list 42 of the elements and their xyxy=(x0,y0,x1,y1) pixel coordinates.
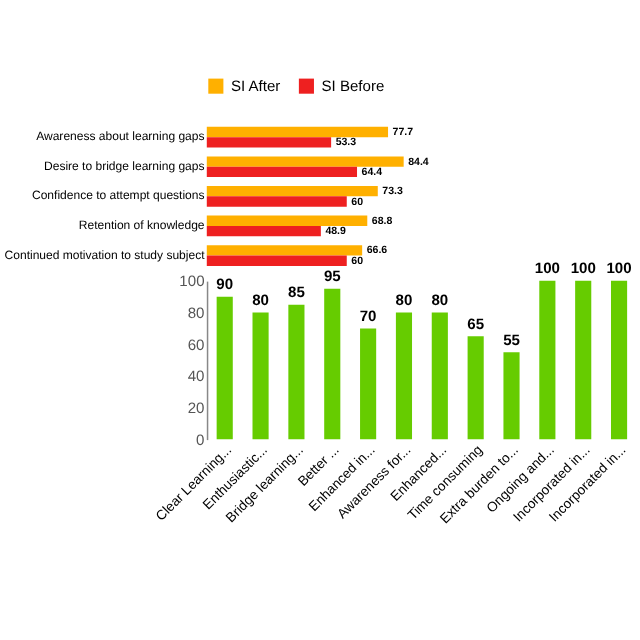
y-tick-label: 80 xyxy=(187,303,205,322)
bar xyxy=(431,312,448,440)
data-label: 100 xyxy=(606,259,632,278)
bar xyxy=(206,245,363,256)
bar xyxy=(206,185,378,197)
bar xyxy=(252,312,269,440)
bar xyxy=(206,137,332,148)
bar xyxy=(539,280,556,440)
bar xyxy=(288,304,305,440)
data-label: 80 xyxy=(395,291,413,310)
y-tick-label: 20 xyxy=(187,398,205,417)
data-label: 95 xyxy=(323,267,341,286)
bar xyxy=(467,336,484,440)
bar xyxy=(206,166,358,178)
bar xyxy=(206,225,321,237)
bar xyxy=(206,126,389,138)
data-label: 80 xyxy=(431,291,449,310)
bar xyxy=(575,280,592,440)
data-label: 85 xyxy=(288,283,305,302)
y-tick-label: 60 xyxy=(187,335,205,354)
data-label: 65 xyxy=(467,314,485,333)
bar xyxy=(395,312,413,440)
data-label: 80 xyxy=(252,291,269,310)
y-tick-label: 100 xyxy=(179,272,205,291)
bar xyxy=(503,352,520,440)
bar xyxy=(206,215,368,226)
data-label: 90 xyxy=(216,275,234,294)
legend-label: SI After xyxy=(230,76,282,95)
data-label: 100 xyxy=(534,259,560,278)
bar xyxy=(610,280,628,440)
bar xyxy=(360,328,377,440)
bar xyxy=(216,296,233,440)
data-label: 55 xyxy=(503,330,520,349)
y-tick-label: 0 xyxy=(196,430,205,449)
bar xyxy=(206,196,347,207)
legend-label: SI Before xyxy=(321,76,385,95)
y-tick-label: 40 xyxy=(187,367,205,386)
bar xyxy=(206,156,404,167)
bar xyxy=(206,255,347,266)
bar xyxy=(324,288,341,440)
data-label: 100 xyxy=(570,259,596,278)
data-label: 70 xyxy=(359,306,377,325)
